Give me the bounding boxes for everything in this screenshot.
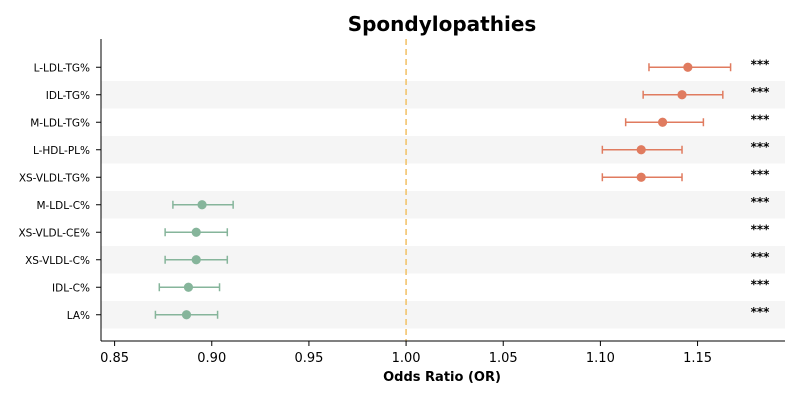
x-tick-label: 0.85 — [100, 351, 129, 366]
y-tick-label: M-LDL-TG% — [30, 117, 90, 129]
or-point — [183, 282, 194, 292]
significance-label: *** — [751, 250, 771, 264]
significance-label: *** — [751, 112, 771, 126]
y-tick-label: IDL-TG% — [46, 90, 90, 102]
y-tick-label: L-HDL-PL% — [33, 145, 90, 157]
significance-label: *** — [751, 140, 771, 154]
y-tick-label: XS-VLDL-TG% — [19, 172, 90, 184]
data-point — [164, 227, 229, 237]
y-tick-label: XS-VLDL-CE% — [18, 227, 90, 239]
x-tick-label: 0.90 — [197, 351, 226, 366]
x-tick-label: 1.00 — [392, 351, 421, 366]
x-axis-label: Odds Ratio (OR) — [383, 370, 501, 385]
or-point — [191, 227, 201, 237]
data-point — [154, 310, 219, 320]
data-point — [601, 172, 683, 182]
x-tick-label: 1.05 — [489, 351, 518, 366]
or-point — [181, 310, 192, 320]
or-point — [683, 62, 693, 72]
significance-label: *** — [751, 195, 771, 209]
or-point — [657, 117, 668, 127]
significance-labels: *** *** *** *** *** *** *** *** *** *** — [751, 57, 771, 319]
significance-label: *** — [751, 167, 771, 181]
significance-label: *** — [751, 222, 771, 236]
significance-label: *** — [751, 57, 771, 71]
data-marks — [154, 62, 732, 320]
data-point — [172, 200, 234, 210]
or-point — [636, 172, 646, 182]
y-tick-label: IDL-C% — [52, 282, 90, 294]
or-point — [191, 255, 201, 265]
or-point — [197, 200, 207, 210]
significance-label: *** — [751, 85, 771, 99]
y-tick-label: LA% — [67, 310, 90, 322]
significance-label: *** — [751, 305, 771, 319]
data-point — [601, 145, 683, 155]
x-tick-label: 1.15 — [683, 351, 712, 366]
x-tick-label: 0.95 — [294, 351, 323, 366]
y-tick-label: L-LDL-TG% — [34, 62, 90, 74]
or-point — [636, 145, 646, 155]
axes-frame — [100, 39, 785, 342]
or-point — [677, 90, 687, 100]
x-tick-label: 1.10 — [586, 351, 615, 366]
y-tick-label: XS-VLDL-C% — [25, 255, 90, 267]
x-axis-ticks: 0.85 0.90 0.95 1.00 1.05 1.10 1.15 — [100, 341, 712, 366]
chart-title: Spondylopathies — [348, 12, 537, 36]
data-point — [164, 255, 229, 265]
data-point — [158, 282, 221, 292]
y-tick-label: M-LDL-C% — [36, 200, 90, 212]
data-point — [642, 90, 724, 100]
data-point — [624, 117, 705, 127]
significance-label: *** — [751, 277, 771, 291]
data-point — [648, 62, 732, 72]
y-axis-labels: L-LDL-TG% IDL-TG% M-LDL-TG% L-HDL-PL% XS-VLD… — [18, 62, 101, 322]
